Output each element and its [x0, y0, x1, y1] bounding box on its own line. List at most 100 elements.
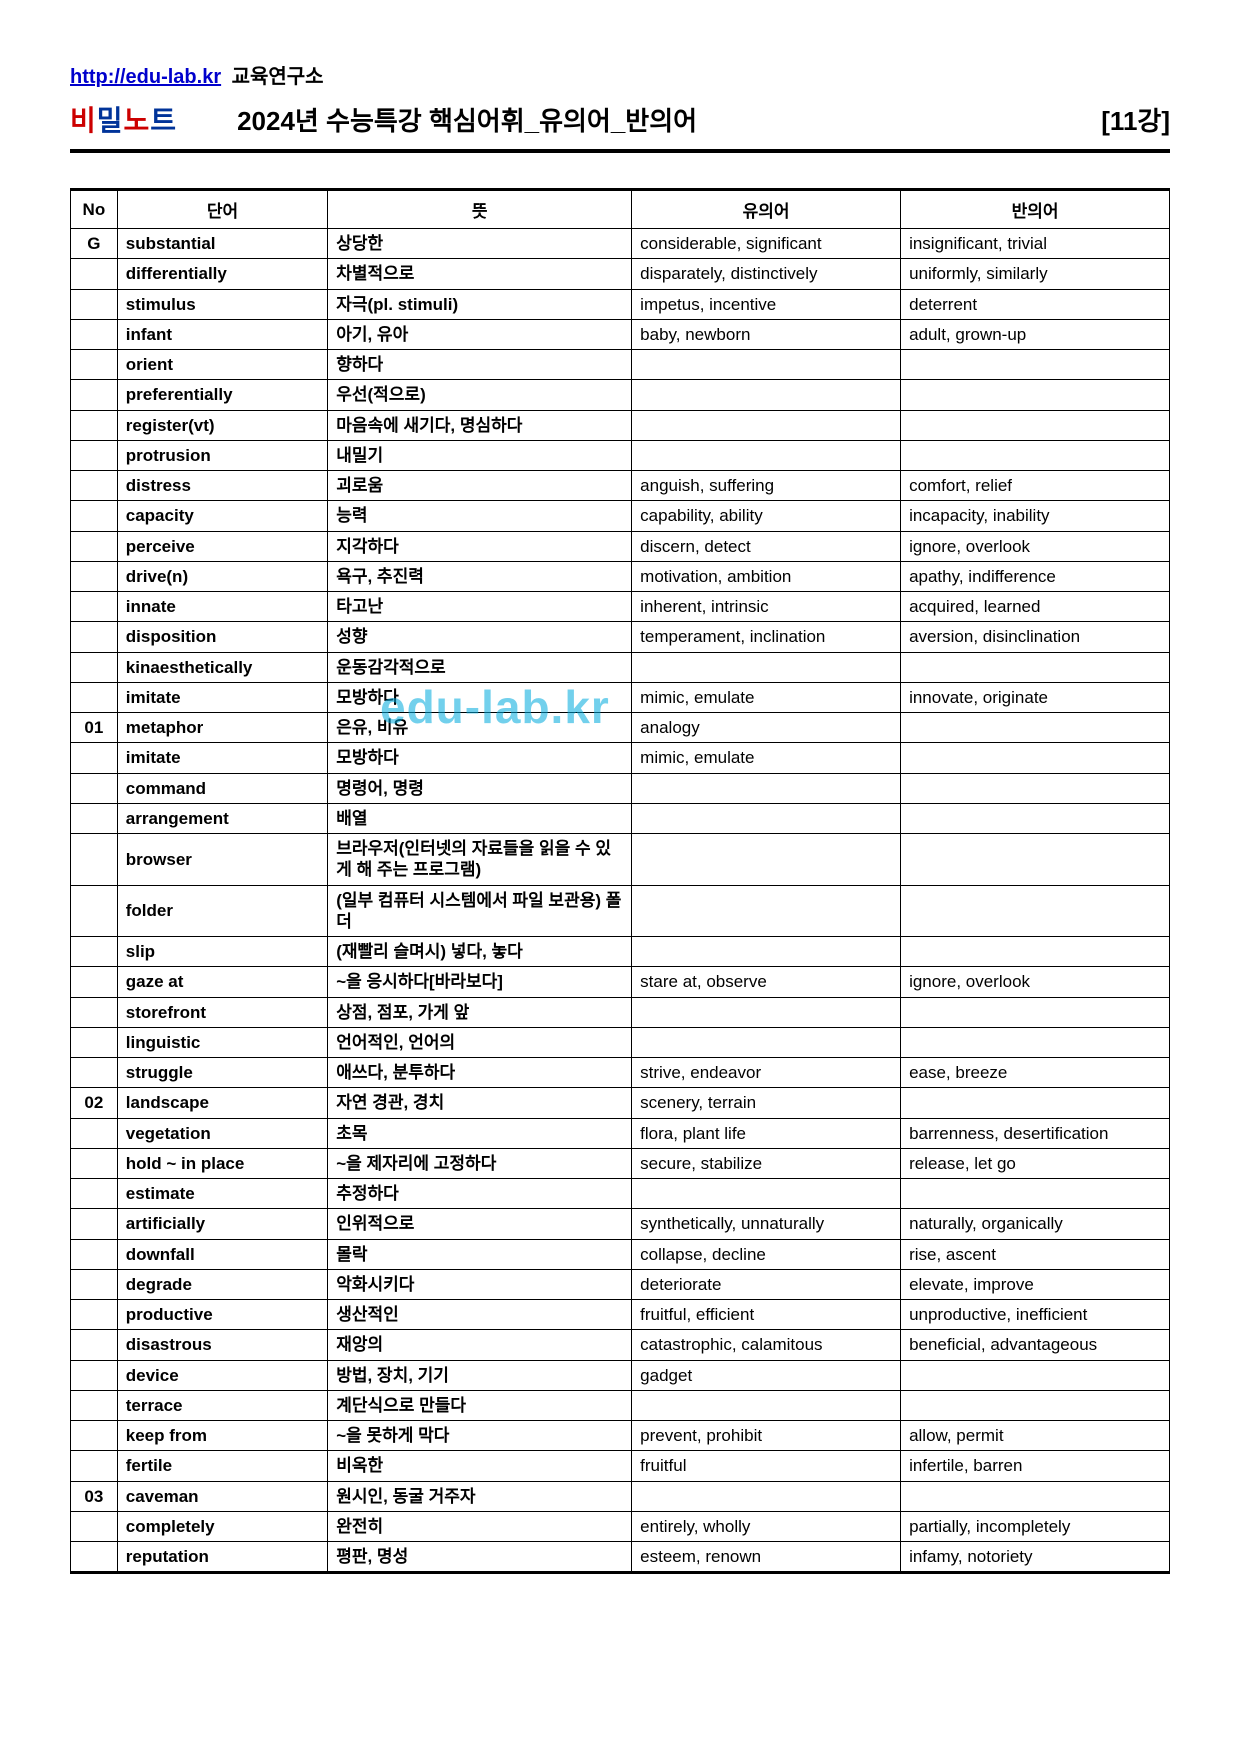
cell-word: infant [117, 319, 327, 349]
cell-no [71, 937, 118, 967]
cell-synonym [632, 937, 901, 967]
cell-word: browser [117, 834, 327, 886]
cell-word: register(vt) [117, 410, 327, 440]
cell-no [71, 1118, 118, 1148]
cell-meaning: 자극(pl. stimuli) [328, 289, 632, 319]
cell-word: keep from [117, 1421, 327, 1451]
cell-meaning: 재앙의 [328, 1330, 632, 1360]
cell-no [71, 803, 118, 833]
cell-word: linguistic [117, 1027, 327, 1057]
cell-no [71, 773, 118, 803]
cell-synonym [632, 652, 901, 682]
cell-antonym: insignificant, trivial [901, 229, 1170, 259]
cell-no [71, 350, 118, 380]
cell-antonym: barrenness, desertification [901, 1118, 1170, 1148]
cell-no [71, 967, 118, 997]
cell-antonym [901, 1179, 1170, 1209]
cell-word: hold ~ in place [117, 1148, 327, 1178]
cell-antonym [901, 652, 1170, 682]
cell-meaning: 차별적으로 [328, 259, 632, 289]
cell-antonym [901, 713, 1170, 743]
cell-meaning: ~을 못하게 막다 [328, 1421, 632, 1451]
cell-meaning: 완전히 [328, 1511, 632, 1541]
page-title: 2024년 수능특강 핵심어휘_유의어_반의어 [237, 101, 1101, 138]
table-row: distress괴로움anguish, sufferingcomfort, re… [71, 471, 1170, 501]
cell-meaning: 추정하다 [328, 1179, 632, 1209]
table-row: 03caveman원시인, 동굴 거주자 [71, 1481, 1170, 1511]
vocab-table: No 단어 뜻 유의어 반의어 Gsubstantial상당한considera… [70, 188, 1170, 1574]
table-row: slip(재빨리 슬며시) 넣다, 놓다 [71, 937, 1170, 967]
cell-meaning: (일부 컴퓨터 시스템에서 파일 보관용) 폴더 [328, 885, 632, 937]
cell-synonym: fruitful [632, 1451, 901, 1481]
logo-part-3: 노 [124, 105, 151, 136]
org-name: 교육연구소 [232, 66, 324, 88]
cell-synonym: deteriorate [632, 1269, 901, 1299]
site-link[interactable]: http://edu-lab.kr [70, 66, 221, 88]
cell-antonym: ease, breeze [901, 1058, 1170, 1088]
cell-no [71, 1239, 118, 1269]
cell-no: G [71, 229, 118, 259]
cell-meaning: 마음속에 새기다, 명심하다 [328, 410, 632, 440]
title-row: 비밀노트 2024년 수능특강 핵심어휘_유의어_반의어 [11강] [70, 99, 1170, 153]
table-row: folder(일부 컴퓨터 시스템에서 파일 보관용) 폴더 [71, 885, 1170, 937]
cell-no [71, 1148, 118, 1178]
cell-synonym [632, 380, 901, 410]
cell-word: substantial [117, 229, 327, 259]
cell-meaning: 내밀기 [328, 440, 632, 470]
cell-meaning: 지각하다 [328, 531, 632, 561]
cell-antonym [901, 803, 1170, 833]
cell-antonym: partially, incompletely [901, 1511, 1170, 1541]
cell-no [71, 1269, 118, 1299]
cell-synonym: collapse, decline [632, 1239, 901, 1269]
cell-antonym: beneficial, advantageous [901, 1330, 1170, 1360]
cell-no [71, 997, 118, 1027]
table-row: disastrous재앙의catastrophic, calamitousben… [71, 1330, 1170, 1360]
cell-antonym: elevate, improve [901, 1269, 1170, 1299]
cell-word: kinaesthetically [117, 652, 327, 682]
logo-part-4: 트 [150, 105, 177, 136]
cell-synonym: flora, plant life [632, 1118, 901, 1148]
cell-no: 01 [71, 713, 118, 743]
cell-word: preferentially [117, 380, 327, 410]
cell-word: caveman [117, 1481, 327, 1511]
cell-no: 02 [71, 1088, 118, 1118]
cell-antonym: adult, grown-up [901, 319, 1170, 349]
cell-no [71, 743, 118, 773]
cell-no [71, 622, 118, 652]
cell-antonym [901, 834, 1170, 886]
cell-word: slip [117, 937, 327, 967]
cell-meaning: 원시인, 동굴 거주자 [328, 1481, 632, 1511]
cell-meaning: 욕구, 추진력 [328, 561, 632, 591]
cell-no [71, 592, 118, 622]
table-row: productive생산적인fruitful, efficientunprodu… [71, 1300, 1170, 1330]
cell-word: capacity [117, 501, 327, 531]
logo-part-2: 밀 [97, 105, 124, 136]
cell-meaning: 향하다 [328, 350, 632, 380]
cell-word: storefront [117, 997, 327, 1027]
table-row: degrade악화시키다deteriorateelevate, improve [71, 1269, 1170, 1299]
cell-synonym [632, 834, 901, 886]
cell-synonym: fruitful, efficient [632, 1300, 901, 1330]
cell-synonym: analogy [632, 713, 901, 743]
table-row: arrangement배열 [71, 803, 1170, 833]
cell-antonym: allow, permit [901, 1421, 1170, 1451]
cell-meaning: 방법, 장치, 기기 [328, 1360, 632, 1390]
cell-word: disposition [117, 622, 327, 652]
cell-word: orient [117, 350, 327, 380]
cell-no [71, 1542, 118, 1573]
table-row: imitate모방하다mimic, emulate [71, 743, 1170, 773]
cell-word: imitate [117, 682, 327, 712]
cell-word: reputation [117, 1542, 327, 1573]
cell-meaning: 언어적인, 언어의 [328, 1027, 632, 1057]
cell-no [71, 471, 118, 501]
cell-meaning: 생산적인 [328, 1300, 632, 1330]
table-row: capacity능력capability, abilityincapacity,… [71, 501, 1170, 531]
cell-meaning: 상당한 [328, 229, 632, 259]
cell-antonym: incapacity, inability [901, 501, 1170, 531]
cell-antonym [901, 380, 1170, 410]
table-body: Gsubstantial상당한considerable, significant… [71, 229, 1170, 1573]
cell-meaning: 평판, 명성 [328, 1542, 632, 1573]
cell-synonym [632, 885, 901, 937]
lecture-label: [11강] [1101, 101, 1170, 138]
cell-synonym: mimic, emulate [632, 743, 901, 773]
